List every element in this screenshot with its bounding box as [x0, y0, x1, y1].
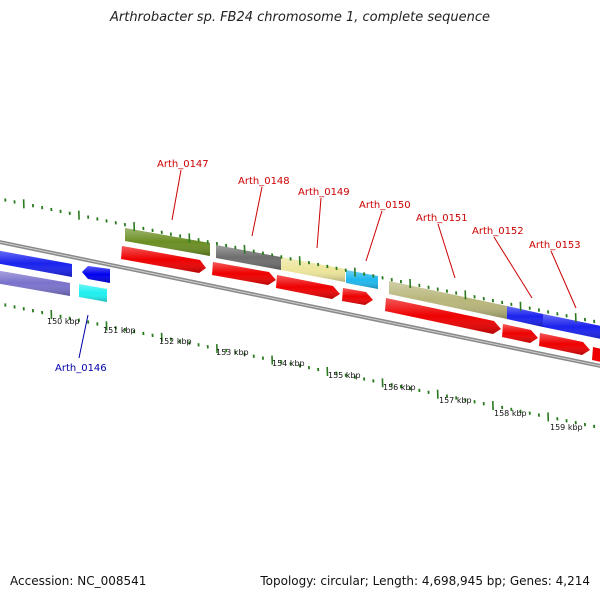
leader-arth-0146: [78, 314, 89, 359]
leader-arth-0152: [493, 236, 533, 299]
cog-ring: [0, 228, 600, 339]
leader-arth-0150: [365, 210, 383, 262]
tick-label-156: 156 kbp: [383, 383, 416, 392]
gene-labels: Arth_0147 Arth_0148 Arth_0149 Arth_0150 …: [55, 159, 581, 374]
gene-label-arth-0150[interactable]: Arth_0150: [359, 200, 411, 211]
gene-label-arth-0152[interactable]: Arth_0152: [472, 226, 524, 237]
leader-arth-0147: [171, 169, 182, 221]
leader-arth-0151: [437, 223, 456, 279]
tick-label-150: 150 kbp: [47, 317, 80, 326]
leader-arth-0148: [251, 186, 263, 237]
outer-tick-ring: [4, 198, 596, 324]
tick-label-155: 155 kbp: [328, 371, 361, 380]
tick-label-157: 157 kbp: [439, 396, 472, 405]
tick-label-158: 158 kbp: [494, 409, 527, 418]
gene-label-arth-0148[interactable]: Arth_0148: [238, 176, 290, 187]
gene-arrow-next[interactable]: [592, 347, 600, 363]
gene-label-arth-0147[interactable]: Arth_0147: [157, 159, 209, 170]
gene-label-arth-0153[interactable]: Arth_0153: [529, 240, 581, 251]
tick-label-153: 153 kbp: [216, 348, 249, 357]
tick-label-159: 159 kbp: [550, 423, 583, 432]
inner-tick-ring: [4, 303, 596, 429]
gene-label-arth-0151[interactable]: Arth_0151: [416, 213, 468, 224]
gene-label-arth-0146[interactable]: Arth_0146: [55, 363, 107, 374]
tick-label-152: 152 kbp: [159, 337, 192, 346]
label-leaders: [78, 169, 577, 359]
forward-genes: [121, 246, 600, 363]
map-title: Arthrobacter sp. FB24 chromosome 1, comp…: [109, 10, 491, 25]
backbone-highlight: [0, 241, 600, 367]
genome-stats-text: Topology: circular; Length: 4,698,945 bp…: [260, 574, 590, 588]
leader-arth-0149: [316, 197, 322, 249]
leader-arth-0153: [550, 250, 577, 309]
tick-label-151: 151 kbp: [103, 326, 136, 335]
gene-label-arth-0149[interactable]: Arth_0149: [298, 187, 350, 198]
kbp-labels: 150 kbp 151 kbp 152 kbp 153 kbp 154 kbp …: [47, 317, 583, 432]
accession-text: Accession: NC_008541: [10, 574, 147, 588]
tick-label-154: 154 kbp: [272, 359, 305, 368]
